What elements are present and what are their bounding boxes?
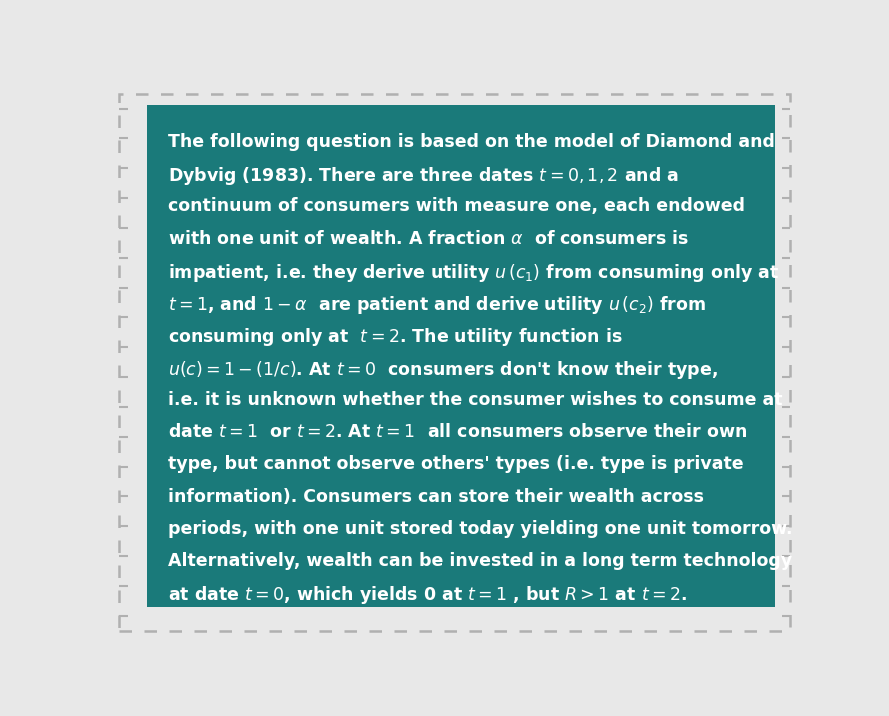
Text: continuum of consumers with measure one, each endowed: continuum of consumers with measure one,… xyxy=(168,198,745,216)
Text: Alternatively, wealth can be invested in a long term technology: Alternatively, wealth can be invested in… xyxy=(168,552,792,570)
Text: date $t = 1$  or $t = 2$. At $t = 1$  all consumers observe their own: date $t = 1$ or $t = 2$. At $t = 1$ all … xyxy=(168,423,747,441)
Text: at date $t = 0$, which yields 0 at $t = 1$ , but $R > 1$ at $t = 2$.: at date $t = 0$, which yields 0 at $t = … xyxy=(168,584,686,606)
Text: $t = 1$, and $1 - \alpha$  are patient and derive utility $u\,(c_2)$ from: $t = 1$, and $1 - \alpha$ are patient an… xyxy=(168,294,706,316)
Text: with one unit of wealth. A fraction $\alpha$  of consumers is: with one unit of wealth. A fraction $\al… xyxy=(168,230,689,248)
Text: consuming only at  $t = 2$. The utility function is: consuming only at $t = 2$. The utility f… xyxy=(168,326,622,348)
Text: periods, with one unit stored today yielding one unit tomorrow.: periods, with one unit stored today yiel… xyxy=(168,520,792,538)
Text: impatient, i.e. they derive utility $u\,(c_1)$ from consuming only at: impatient, i.e. they derive utility $u\,… xyxy=(168,262,779,284)
Text: $u(c) = 1 - (1/c)$. At $t = 0$  consumers don't know their type,: $u(c) = 1 - (1/c)$. At $t = 0$ consumers… xyxy=(168,359,717,380)
Text: type, but cannot observe others' types (i.e. type is private: type, but cannot observe others' types (… xyxy=(168,455,743,473)
Text: information). Consumers can store their wealth across: information). Consumers can store their … xyxy=(168,488,703,505)
Text: The following question is based on the model of Diamond and: The following question is based on the m… xyxy=(168,132,774,151)
Text: i.e. it is unknown whether the consumer wishes to consume at: i.e. it is unknown whether the consumer … xyxy=(168,391,782,409)
Text: Dybvig (1983). There are three dates $t = 0, 1, 2$ and a: Dybvig (1983). There are three dates $t … xyxy=(168,165,678,187)
FancyBboxPatch shape xyxy=(147,105,775,607)
